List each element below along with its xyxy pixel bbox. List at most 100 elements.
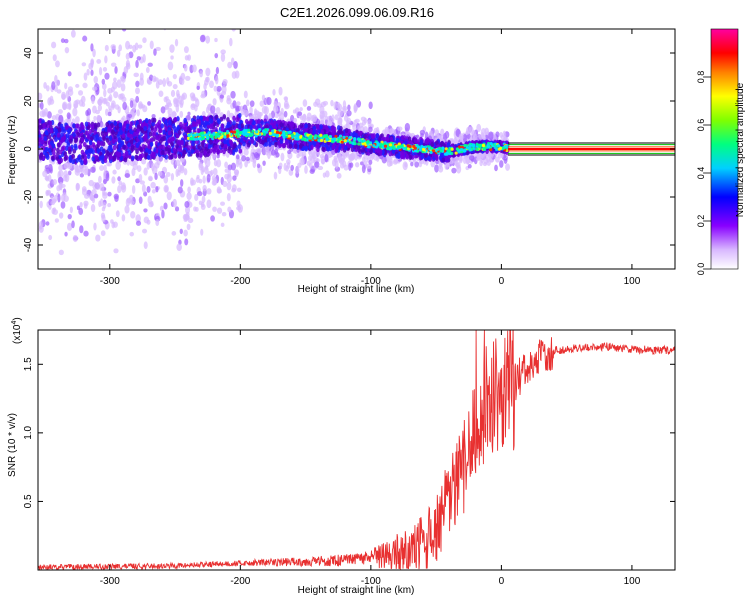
spec-speckle — [68, 101, 72, 111]
spec-speckle — [404, 162, 408, 168]
spec-band — [229, 149, 233, 155]
spec-band — [317, 128, 321, 134]
spec-speckle — [104, 55, 108, 64]
spec-speckle — [96, 114, 102, 122]
spec-speckle — [204, 79, 209, 86]
spec-speckle — [90, 59, 94, 68]
spectrogram-marks — [38, 29, 675, 256]
spec-speckle — [79, 225, 84, 234]
spec-speckle — [45, 189, 49, 197]
spec-band — [369, 148, 374, 154]
spec-speckle — [66, 222, 73, 232]
spec-band — [61, 145, 66, 151]
spec-speckle — [348, 153, 354, 161]
spec-speckle — [157, 170, 163, 177]
spec-speckle — [102, 201, 107, 209]
spec-speckle — [146, 162, 150, 170]
spec-band — [199, 115, 204, 121]
spec-speckle — [502, 154, 507, 159]
spec-band — [249, 124, 253, 131]
spec-band — [80, 154, 85, 160]
spec-speckle — [243, 90, 248, 99]
spec-band — [124, 150, 129, 156]
spec-speckle — [179, 228, 183, 235]
spec-speckle — [55, 60, 60, 68]
spec-band — [88, 128, 93, 134]
spec-band — [326, 146, 330, 152]
spec-band — [138, 118, 143, 124]
spec-speckle — [245, 99, 250, 107]
spec-speckle — [187, 217, 194, 224]
spec-speckle — [236, 200, 241, 208]
spec-band — [155, 134, 159, 140]
spec-speckle — [108, 105, 112, 111]
spec-speckle — [214, 53, 219, 59]
spec-speckle — [205, 35, 211, 44]
spec-speckle — [206, 188, 212, 195]
spec-band — [104, 126, 108, 132]
spec-band — [111, 129, 115, 135]
spec-band — [38, 124, 43, 130]
spec-speckle — [226, 193, 231, 202]
spec-band — [118, 151, 122, 158]
spec-band — [91, 142, 96, 148]
spec-speckle — [210, 105, 216, 114]
spec-band — [326, 127, 330, 133]
spec-speckle — [495, 131, 500, 138]
spec-speckle — [183, 168, 188, 176]
spec-band — [80, 136, 85, 143]
spec-speckle — [114, 104, 120, 110]
spec-speckle — [39, 110, 45, 118]
spec-speckle — [138, 196, 143, 205]
spec-band — [152, 131, 157, 137]
spec-speckle — [170, 89, 176, 98]
spec-speckle — [164, 185, 169, 193]
spec-speckle — [72, 107, 78, 117]
spec-band — [203, 150, 208, 156]
spec-speckle — [58, 164, 64, 172]
spec-speckle — [331, 114, 335, 123]
spec-band — [207, 143, 212, 149]
spec-speckle — [360, 161, 364, 166]
spec-band — [141, 122, 145, 128]
spec-band — [105, 121, 110, 127]
spec-band — [105, 137, 110, 143]
spec-speckle — [67, 213, 72, 220]
spec-band — [80, 122, 84, 128]
spec-band — [237, 112, 242, 119]
spec-band — [290, 122, 295, 128]
spec-band — [226, 121, 231, 127]
spec-band — [129, 121, 134, 127]
spec-speckle — [103, 164, 107, 172]
spec-band — [363, 133, 367, 140]
spec-band — [126, 132, 131, 138]
spec-band — [148, 131, 153, 137]
spec-speckle — [126, 159, 130, 166]
spec-band — [304, 123, 308, 129]
spec-band — [71, 153, 75, 159]
spec-speckle — [333, 101, 338, 110]
spec-speckle — [84, 165, 89, 174]
spec-speckle — [206, 199, 212, 209]
spec-band — [147, 149, 152, 155]
spec-band — [203, 123, 207, 129]
spec-speckle — [118, 44, 123, 52]
spec-speckle — [221, 211, 227, 217]
spec-speckle — [346, 117, 352, 124]
spec-band — [56, 142, 61, 148]
spec-band — [150, 137, 154, 143]
spec-speckle — [389, 160, 393, 167]
spec-speckle — [224, 161, 229, 169]
spec-band — [56, 151, 60, 157]
spec-band — [161, 144, 166, 150]
spec-speckle — [146, 185, 151, 193]
spec-band — [338, 128, 343, 134]
spec-band — [89, 135, 94, 142]
spec-band — [157, 123, 162, 129]
spec-band — [164, 154, 169, 160]
spec-core — [226, 130, 230, 134]
spec-speckle — [368, 159, 373, 165]
spec-band — [107, 127, 111, 133]
spec-speckle — [59, 181, 63, 191]
spec-speckle — [129, 159, 136, 167]
